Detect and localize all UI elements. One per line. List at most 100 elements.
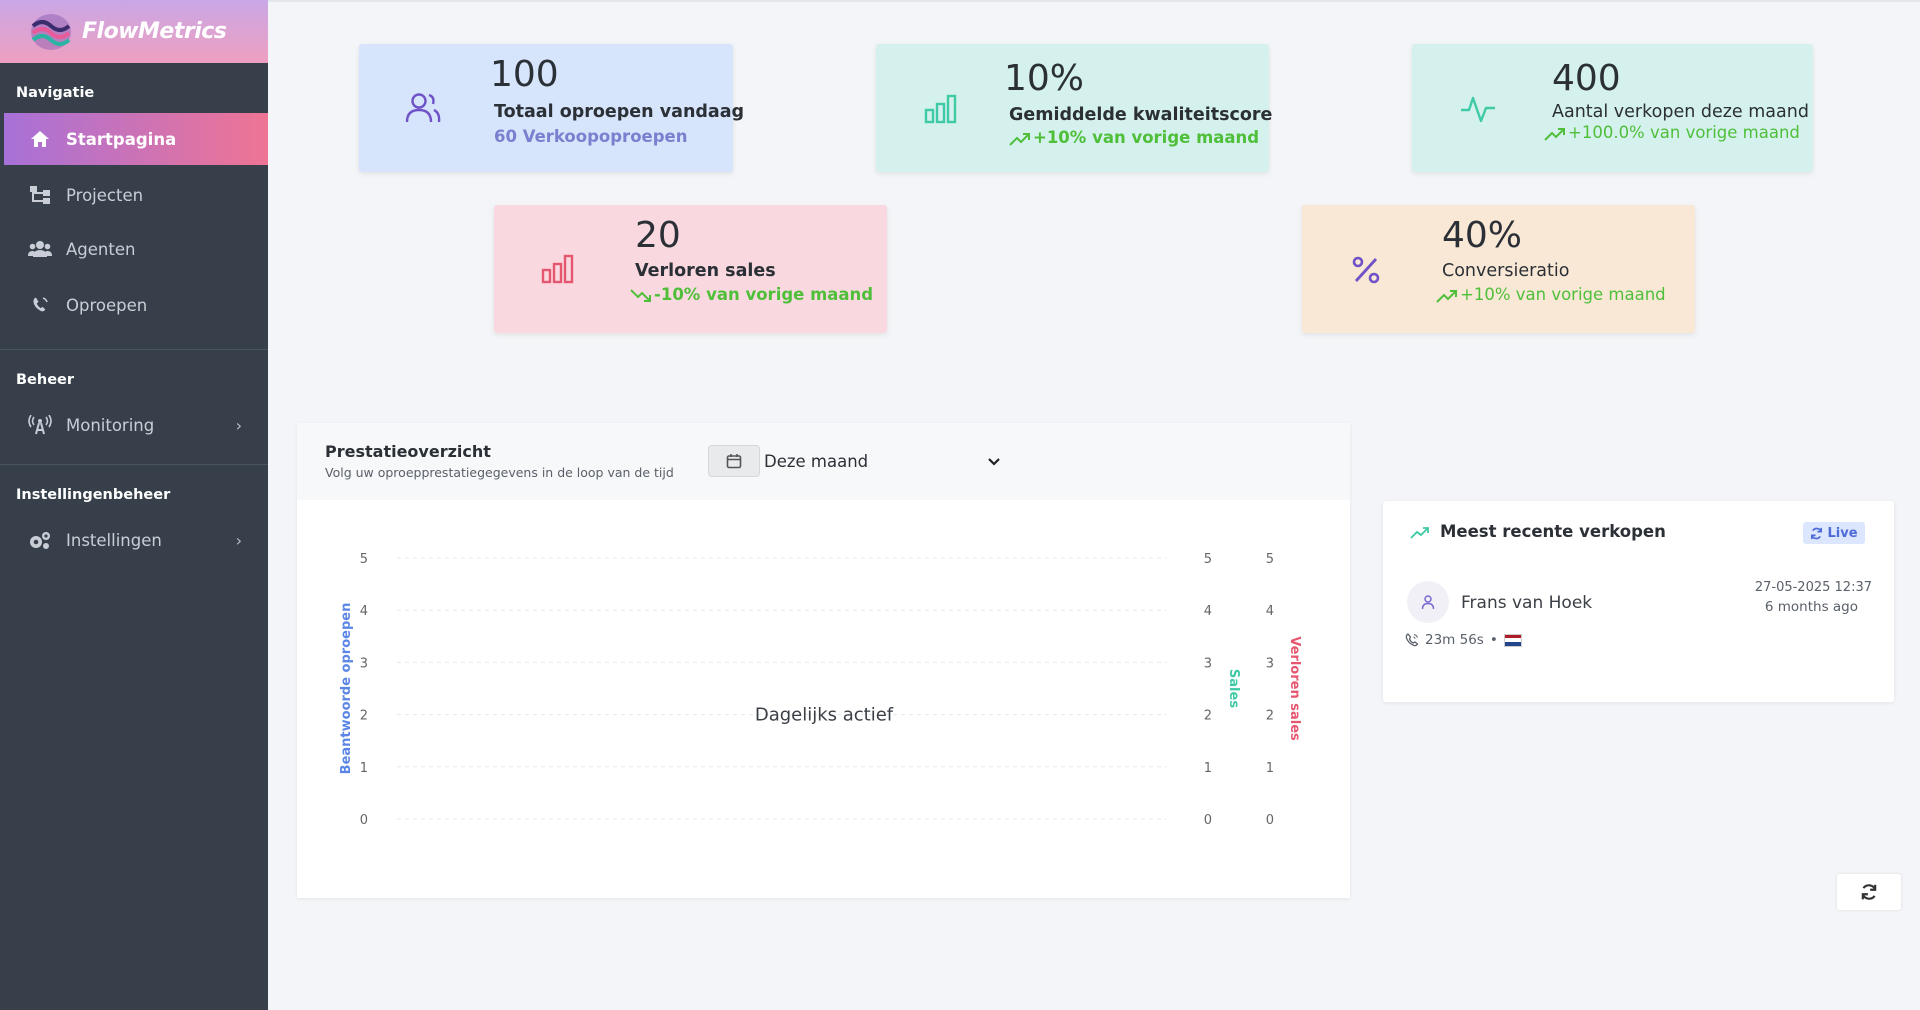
sidebar: FlowMetrics Navigatie Startpagina Projec… [0,0,268,1010]
stat-label: Aantal verkopen deze maand [1552,102,1809,122]
cogs-icon [28,528,52,552]
sidebar-item-instellingen[interactable]: Instellingen › [0,515,268,565]
phone-icon [28,293,52,317]
sidebar-item-startpagina[interactable]: Startpagina [4,113,268,165]
stat-value: 400 [1552,58,1621,99]
trend-up-icon [1410,527,1429,539]
sidebar-item-label: Startpagina [66,129,177,149]
sidebar-item-label: Oproepen [66,295,148,315]
sale-relative-time: 6 months ago [1764,599,1858,615]
y-tick-label-left: 1 [360,761,368,776]
stat-label: Conversieratio [1442,261,1570,281]
y-tick-label-left: 2 [360,709,368,724]
stat-value: 20 [635,215,681,256]
sitemap-icon [28,183,52,207]
y-tick-label-left: 5 [360,552,368,567]
stat-card-quality-score: 10% Gemiddelde kwaliteitscore +10% van v… [876,44,1273,172]
chart-annotation: Dagelijks actief [755,705,894,726]
stat-sub: +10% van vorige maand [1033,128,1260,147]
live-badge[interactable]: Live [1803,522,1865,544]
activity-icon [1458,89,1498,129]
y-tick-label-sales: 1 [1204,761,1212,776]
stat-sub: -10% van vorige maand [654,285,874,304]
stat-trend: +100.0% van vorige maand [1544,123,1800,142]
performance-chart: 0 1 2 3 4 5 0 1 2 3 4 5 0 1 2 3 4 5 Beantwoorde oproepen Sa… [339,552,1302,828]
calendar-button[interactable] [708,445,760,477]
y-tick-label-lost: 2 [1266,709,1274,724]
stat-sub: +100.0% van vorige maand [1568,123,1800,142]
y-axis-label-lost: Verloren sales [1287,636,1302,741]
y-tick-label-sales: 4 [1204,604,1212,619]
sale-meta: 23m 56s • [1405,632,1522,648]
phone-icon [1405,633,1419,647]
sync-icon [1811,527,1823,539]
sync-icon [1861,884,1877,900]
performance-panel: Prestatieoverzicht Volg uw oproepprestat… [297,423,1350,898]
panel-title: Prestatieoverzicht [325,442,491,461]
sidebar-item-label: Monitoring [66,415,155,435]
stat-card-sales-month: 400 Aantal verkopen deze maand +100.0% v… [1412,44,1813,172]
y-tick-label-left: 0 [360,813,368,828]
y-tick-label-sales: 5 [1204,552,1212,567]
sidebar-item-label: Instellingen [66,530,162,550]
chevron-right-icon: › [235,530,242,550]
stat-label: Gemiddelde kwaliteitscore [1009,105,1273,125]
stat-trend: +10% van vorige maand [1009,128,1259,147]
trend-down-icon [630,288,651,302]
home-icon [28,127,52,151]
y-tick-label-left: 3 [360,656,368,671]
bar-chart-icon [538,249,578,289]
period-select[interactable]: Deze maand [764,445,1004,477]
sidebar-item-label: Agenten [66,239,136,259]
y-tick-label-sales: 2 [1204,709,1212,724]
trend-up-icon [1544,127,1565,141]
bar-chart-icon [921,89,961,129]
y-axis-label-left: Beantwoorde oproepen [339,603,354,775]
chevron-right-icon: › [235,415,242,435]
app-logo[interactable]: FlowMetrics [0,0,268,63]
trend-up-icon [1009,132,1030,146]
y-tick-label-sales: 3 [1204,656,1212,671]
y-tick-label-lost: 5 [1266,552,1274,567]
y-tick-label-lost: 4 [1266,604,1274,619]
refresh-button[interactable] [1837,874,1901,910]
panel-subtitle: Volg uw oproepprestatiegegevens in de lo… [325,465,674,480]
section-title-beheer: Beheer [16,372,75,388]
stat-card-lost-sales: 20 Verloren sales -10% van vorige maand [494,205,887,333]
sale-person-name[interactable]: Frans van Hoek [1461,593,1593,613]
call-duration: 23m 56s [1425,632,1484,648]
top-border [268,0,1920,2]
section-title-navigatie: Navigatie [16,85,95,101]
sale-date: 27-05-2025 12:37 [1754,580,1872,595]
y-axis-label-sales: Sales [1226,669,1241,708]
meta-separator: • [1489,632,1498,648]
sidebar-divider [0,464,268,465]
y-tick-label-left: 4 [360,604,368,619]
stat-value: 100 [490,54,559,95]
y-tick-label-lost: 0 [1266,813,1274,828]
stat-trend: -10% van vorige maand [630,285,873,304]
users-icon [28,237,52,261]
calendar-icon [726,454,742,469]
recent-sales-title: Meest recente verkopen [1440,522,1666,541]
sidebar-item-agenten[interactable]: Agenten [0,221,268,277]
user-icon [1421,595,1435,610]
stat-card-total-calls: 100 Totaal oproepen vandaag 60 Verkoopop… [359,44,744,172]
sidebar-item-projecten[interactable]: Projecten [0,169,268,221]
y-tick-label-lost: 3 [1266,656,1274,671]
live-badge-label: Live [1827,525,1858,541]
sidebar-item-monitoring[interactable]: Monitoring › [0,400,268,450]
stat-value: 10% [1004,58,1085,99]
y-tick-label-lost: 1 [1266,761,1274,776]
period-value: Deze maand [764,451,869,471]
logo-waves-icon [28,12,74,52]
netherlands-flag-icon [1503,633,1522,647]
stat-value: 40% [1442,215,1523,256]
y-tick-label-sales: 0 [1204,813,1212,828]
stat-sub: 60 Verkoopoproepen [494,127,688,146]
avatar [1407,581,1449,623]
sidebar-item-label: Projecten [66,185,144,205]
trend-up-icon [1436,289,1457,303]
panel-header: Prestatieoverzicht Volg uw oproepprestat… [297,423,1350,500]
sidebar-item-oproepen[interactable]: Oproepen [0,277,268,333]
